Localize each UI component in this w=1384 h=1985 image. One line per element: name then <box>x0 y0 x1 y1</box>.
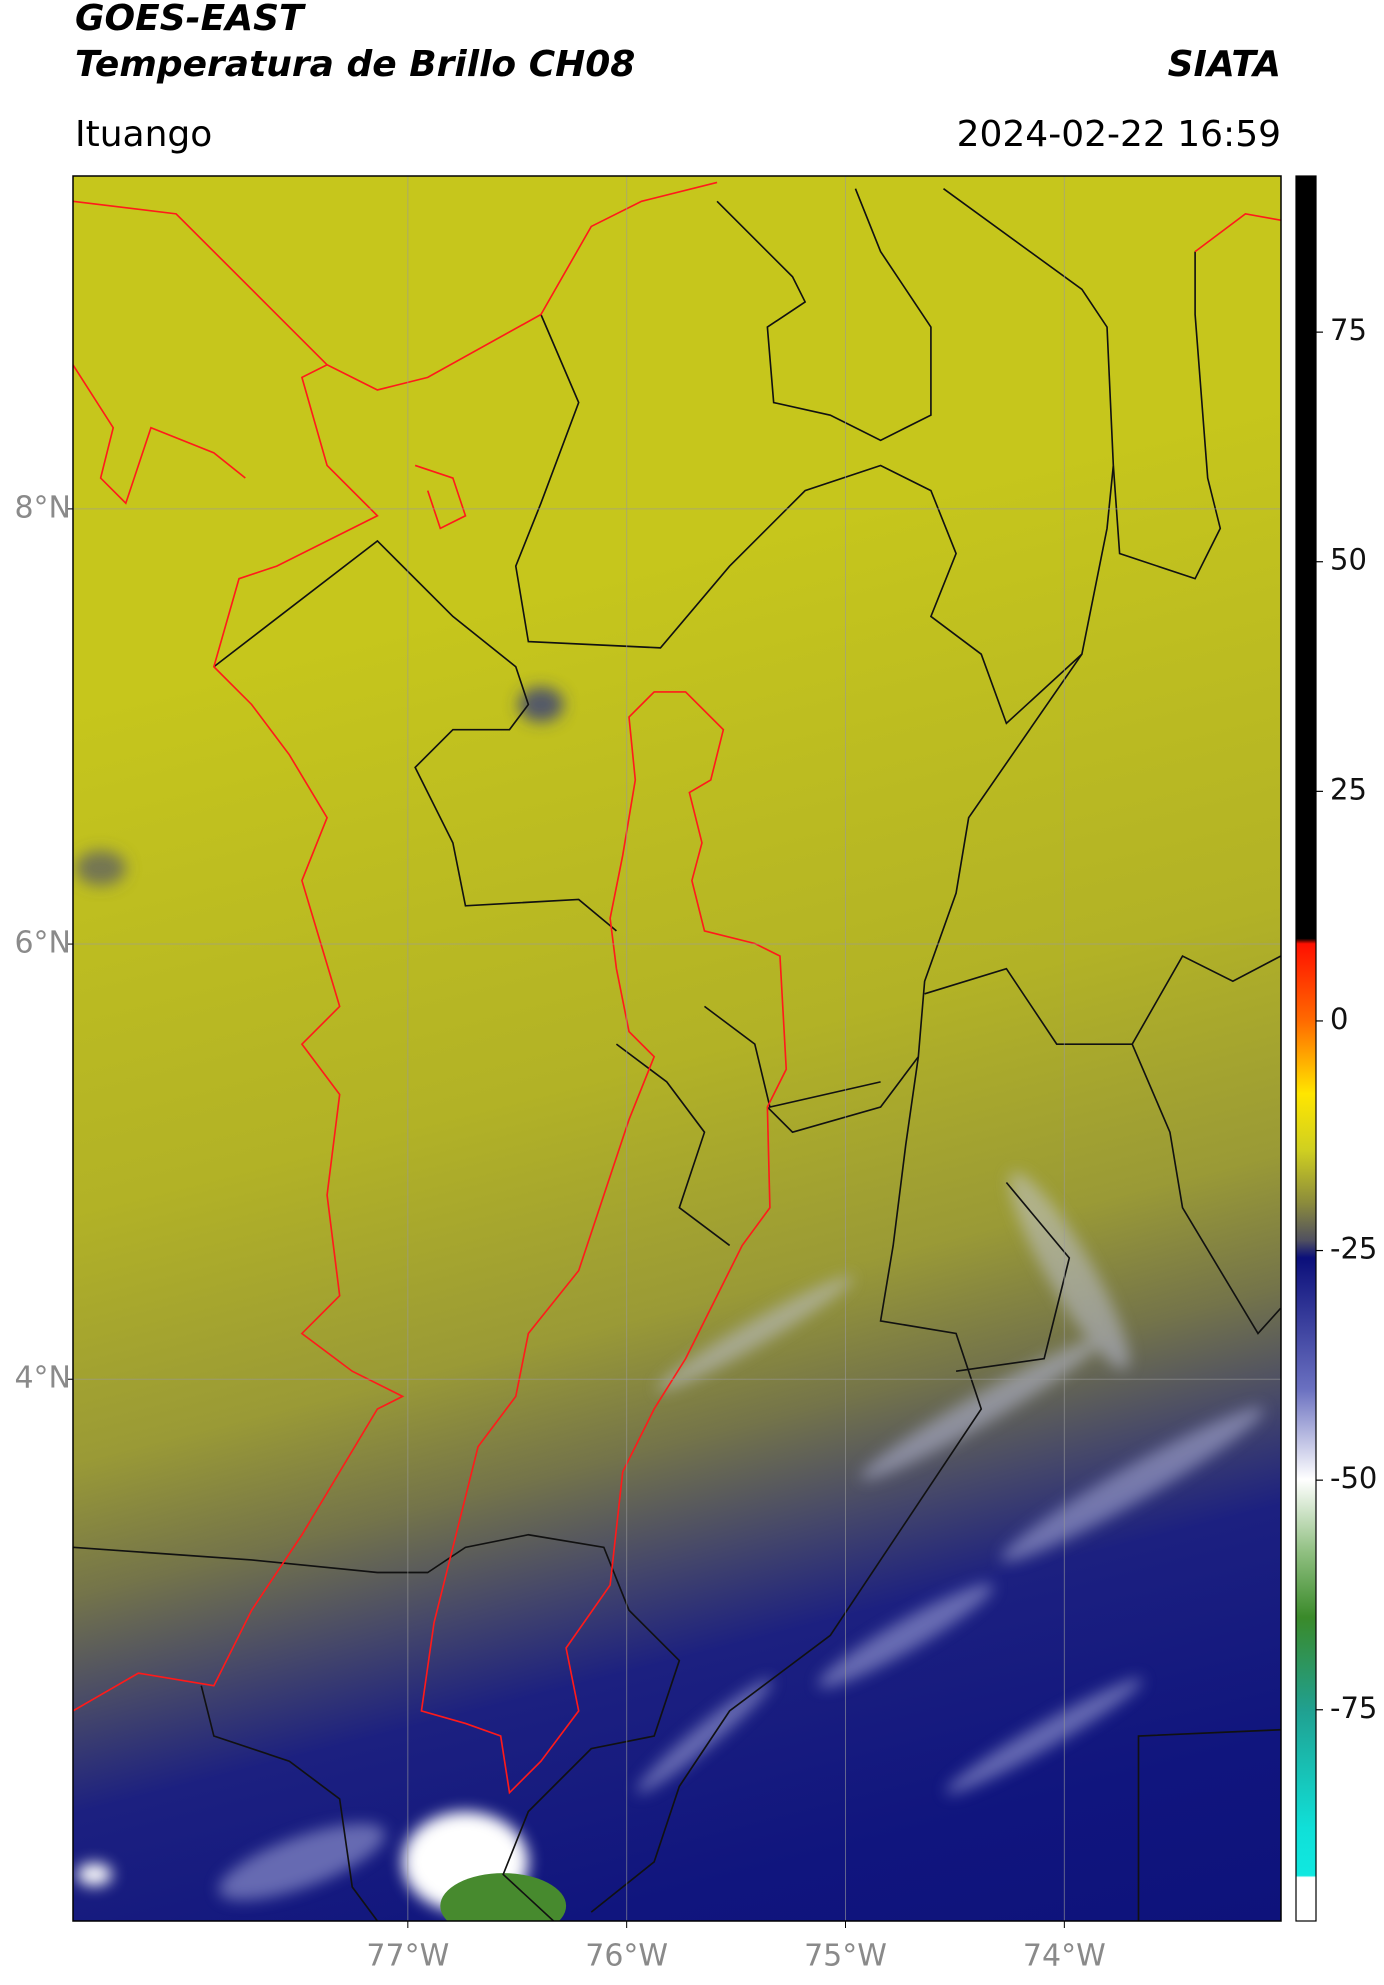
colorbar-label: -50 <box>1330 1461 1377 1495</box>
x-tick-label: 74°W <box>1023 1939 1106 1974</box>
map-frame <box>72 175 1282 1922</box>
brightness-field <box>72 176 1281 1921</box>
agency: SIATA <box>1168 44 1281 85</box>
x-tick-label: 75°W <box>804 1939 887 1974</box>
coast-and-basin <box>72 181 1281 1795</box>
admin-boundaries <box>72 188 1281 1921</box>
colorbar-label: 0 <box>1330 1002 1348 1036</box>
y-tick-label: 6°N <box>14 926 71 961</box>
y-tick-label: 4°N <box>14 1361 71 1396</box>
colorbar-label: -25 <box>1330 1232 1377 1266</box>
map-image <box>72 176 1281 1921</box>
cold-cloud-core <box>440 1873 567 1921</box>
colorbar-label: -75 <box>1330 1691 1377 1725</box>
grid <box>73 176 1281 1921</box>
colorbar-label: 50 <box>1330 543 1367 577</box>
subtitle: Temperatura de Brillo CH08 <box>75 44 635 85</box>
colorbar <box>1295 175 1317 1922</box>
title: GOES-EAST <box>75 0 306 39</box>
x-tick-label: 77°W <box>366 1939 449 1974</box>
colorbar-label: 25 <box>1330 772 1367 806</box>
datetime: 2024-02-22 16:59 <box>957 114 1281 155</box>
colorbar-label: 75 <box>1330 313 1367 347</box>
x-tick-label: 76°W <box>585 1939 668 1974</box>
location: Ituango <box>75 114 212 155</box>
y-tick-label: 8°N <box>14 490 71 525</box>
